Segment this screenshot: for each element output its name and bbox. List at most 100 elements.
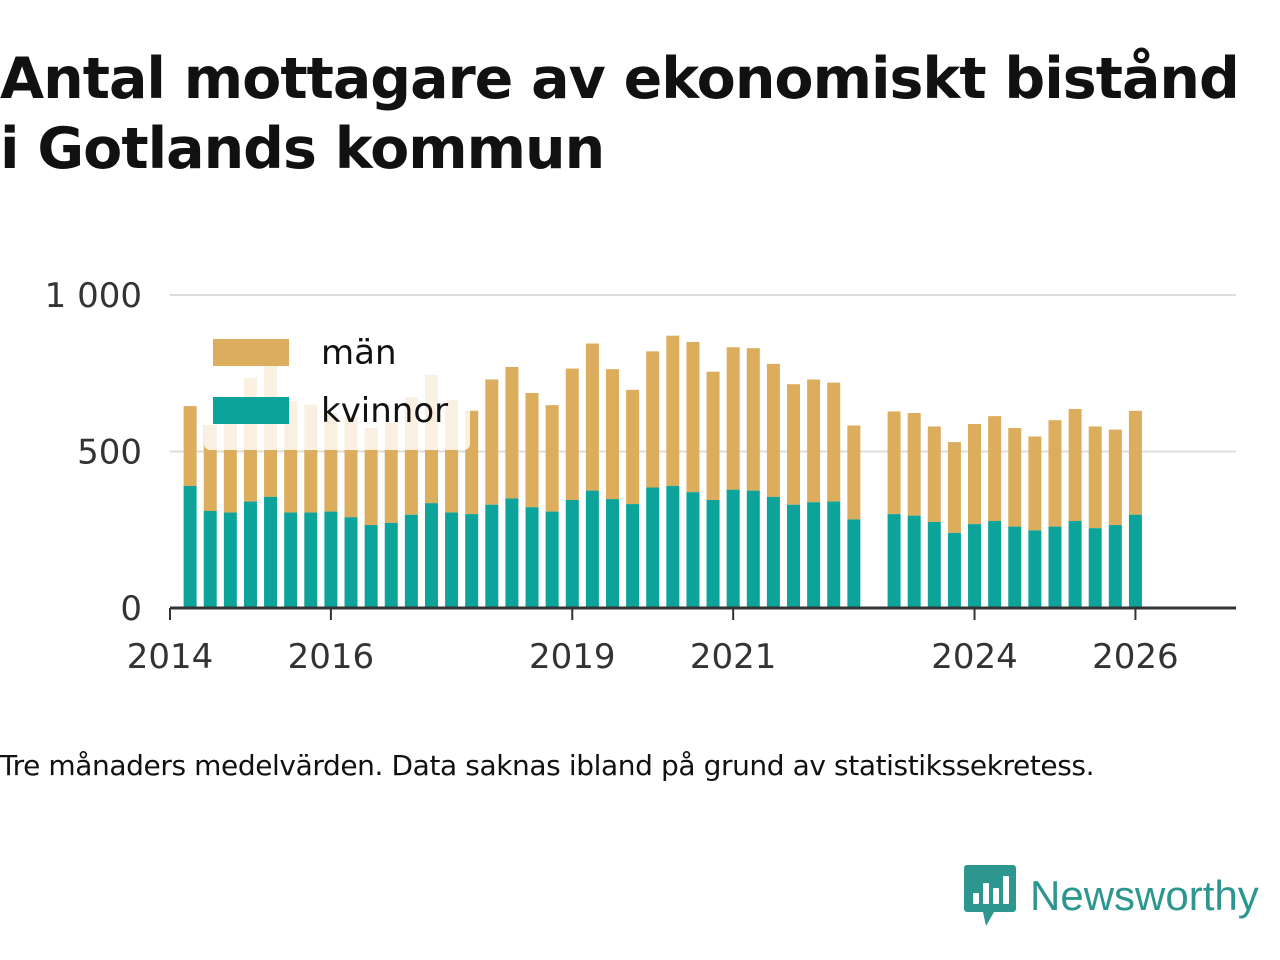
bar-man-30	[787, 384, 801, 505]
bar-kvinnor-6	[304, 512, 318, 608]
bar-kvinnor-18	[545, 511, 559, 608]
bar-kvinnor-2	[223, 512, 237, 608]
bar-man-29	[766, 363, 780, 497]
bar-man-33	[847, 425, 861, 520]
bar-kvinnor-14	[465, 514, 479, 608]
bar-kvinnor-37	[947, 532, 961, 608]
legend-label-kvinnor: kvinnor	[321, 391, 448, 431]
bar-kvinnor-38	[968, 524, 982, 608]
y-tick-label-0: 0	[120, 589, 142, 629]
bar-kvinnor-44	[1088, 528, 1102, 608]
bar-kvinnor-12	[424, 503, 438, 608]
bar-kvinnor-36	[927, 521, 941, 608]
bar-kvinnor-31	[807, 502, 821, 608]
newsworthy-logo-icon	[964, 865, 1016, 926]
bar-man-36	[927, 426, 941, 522]
bar-kvinnor-9	[364, 525, 378, 608]
bar-kvinnor-11	[404, 514, 418, 608]
bar-man-43	[1068, 408, 1082, 521]
bar-man-31	[807, 379, 821, 503]
bar-kvinnor-21	[605, 499, 619, 608]
bars	[183, 335, 1142, 608]
y-tick-labels: 0 500 1 000	[45, 276, 142, 629]
bar-man-0	[183, 406, 197, 486]
bar-kvinnor-3	[243, 501, 257, 608]
bar-man-26	[706, 371, 720, 501]
x-tick-label-2021: 2021	[690, 637, 777, 677]
bar-man-22	[626, 389, 640, 505]
bar-kvinnor-25	[686, 492, 700, 608]
chart-caption: Tre månaders medelvärden. Data saknas ib…	[0, 749, 1095, 782]
legend-swatch-kvinnor	[213, 397, 289, 424]
legend-swatch-man	[213, 339, 289, 366]
bar-man-40	[1008, 428, 1022, 527]
bar-kvinnor-4	[264, 496, 278, 608]
bar-kvinnor-42	[1048, 526, 1062, 608]
bar-kvinnor-39	[988, 520, 1002, 608]
bar-man-19	[565, 368, 579, 501]
bar-man-24	[666, 335, 680, 486]
title-line-2: i Gotlands kommun	[0, 116, 605, 182]
bar-kvinnor-45	[1108, 525, 1122, 608]
bar-man-42	[1048, 420, 1062, 527]
bar-kvinnor-8	[344, 517, 358, 608]
bar-man-25	[686, 341, 700, 493]
bar-man-44	[1088, 426, 1102, 529]
bar-kvinnor-10	[384, 522, 398, 608]
bar-kvinnor-16	[505, 498, 519, 608]
x-tick-label-2016: 2016	[288, 637, 375, 677]
bar-man-23	[646, 351, 660, 488]
bar-kvinnor-22	[626, 504, 640, 608]
bar-man-9	[364, 428, 378, 526]
bar-kvinnor-19	[565, 500, 579, 608]
bar-kvinnor-33	[847, 519, 861, 608]
bar-man-37	[947, 442, 961, 533]
bar-kvinnor-43	[1068, 520, 1082, 608]
bar-man-46	[1128, 410, 1142, 515]
bar-man-15	[485, 379, 499, 505]
brand-logo[interactable]: Newsworthy	[964, 864, 1259, 928]
bar-kvinnor-15	[485, 504, 499, 608]
x-tick-label-2019: 2019	[529, 637, 616, 677]
bar-man-17	[525, 392, 539, 508]
legend: män kvinnor	[204, 328, 470, 450]
bar-man-16	[505, 366, 519, 499]
bar-man-45	[1108, 429, 1122, 526]
bar-man-32	[827, 382, 841, 502]
bar-kvinnor-24	[666, 485, 680, 608]
x-tick-label-2026: 2026	[1092, 637, 1179, 677]
bar-kvinnor-20	[585, 490, 599, 608]
bar-man-34	[887, 411, 901, 515]
bar-man-39	[988, 416, 1002, 521]
bar-kvinnor-27	[726, 489, 740, 608]
brand-name: Newsworthy	[1030, 872, 1259, 919]
bar-kvinnor-1	[203, 510, 217, 608]
y-tick-label-500: 500	[77, 433, 142, 473]
bar-man-38	[968, 423, 982, 525]
bar-kvinnor-28	[746, 490, 760, 608]
bar-man-21	[605, 369, 619, 500]
bar-kvinnor-0	[183, 485, 197, 608]
bar-man-35	[907, 413, 921, 516]
bar-man-27	[726, 347, 740, 490]
chart-title: Antal mottagare av ekonomiskt bistånd i …	[0, 44, 1280, 184]
bar-kvinnor-41	[1028, 530, 1042, 608]
stacked-bar-chart: 0 500 1 000 2014 2016 2019 2021 2024 2026 män k…	[45, 276, 1236, 677]
bar-kvinnor-23	[646, 487, 660, 608]
bar-kvinnor-5	[284, 512, 298, 608]
bar-kvinnor-34	[887, 514, 901, 608]
bar-man-41	[1028, 436, 1042, 531]
bar-kvinnor-32	[827, 501, 841, 608]
x-tick-label-2014: 2014	[127, 637, 214, 677]
bar-man-20	[585, 343, 599, 491]
x-tick-label-2024: 2024	[931, 637, 1018, 677]
bar-kvinnor-35	[907, 515, 921, 608]
bar-kvinnor-30	[787, 504, 801, 608]
bar-kvinnor-40	[1008, 526, 1022, 608]
bar-man-28	[746, 348, 760, 491]
bar-kvinnor-7	[324, 511, 338, 608]
legend-label-man: män	[321, 333, 397, 373]
bar-kvinnor-26	[706, 500, 720, 608]
title-line-1: Antal mottagare av ekonomiskt bistånd	[0, 46, 1240, 112]
y-tick-label-1000: 1 000	[45, 276, 142, 316]
